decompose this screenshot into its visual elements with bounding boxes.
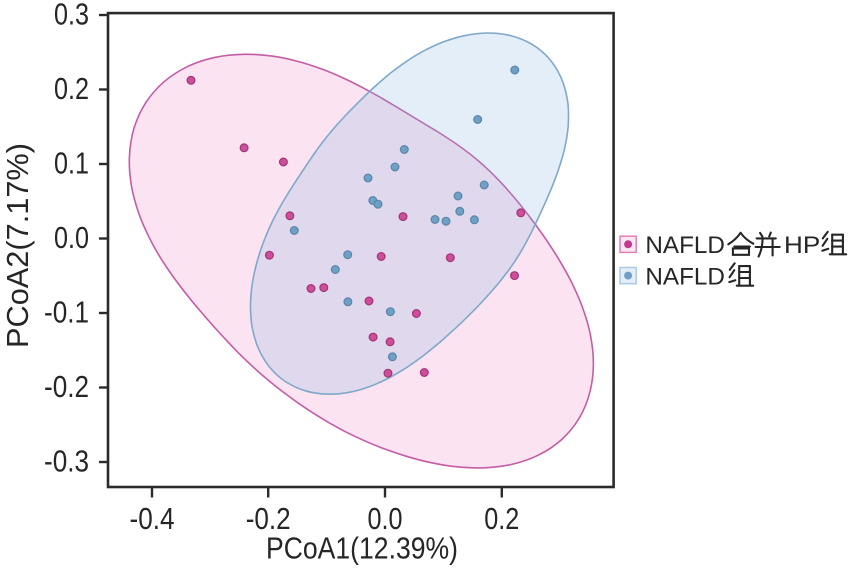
svg-text:NAFLD: NAFLD [645,264,725,291]
svg-text:-0.1: -0.1 [44,295,89,330]
svg-text:0.1: 0.1 [54,146,89,181]
svg-text:0.2: 0.2 [484,501,519,536]
svg-text:0.0: 0.0 [368,501,403,536]
svg-text:HP: HP [784,232,820,259]
svg-text:-0.2: -0.2 [246,501,291,536]
svg-text:0.2: 0.2 [54,71,89,106]
svg-text:-0.4: -0.4 [130,501,175,536]
svg-text:NAFLD: NAFLD [645,232,725,259]
svg-text:0.3: 0.3 [54,0,89,32]
svg-text:0.0: 0.0 [54,220,89,255]
svg-text:PCoA2(7.17%): PCoA2(7.17%) [0,143,35,348]
svg-text:-0.3: -0.3 [44,444,89,479]
svg-text:PCoA1(12.39%): PCoA1(12.39%) [266,531,458,566]
svg-text:-0.2: -0.2 [44,369,89,404]
